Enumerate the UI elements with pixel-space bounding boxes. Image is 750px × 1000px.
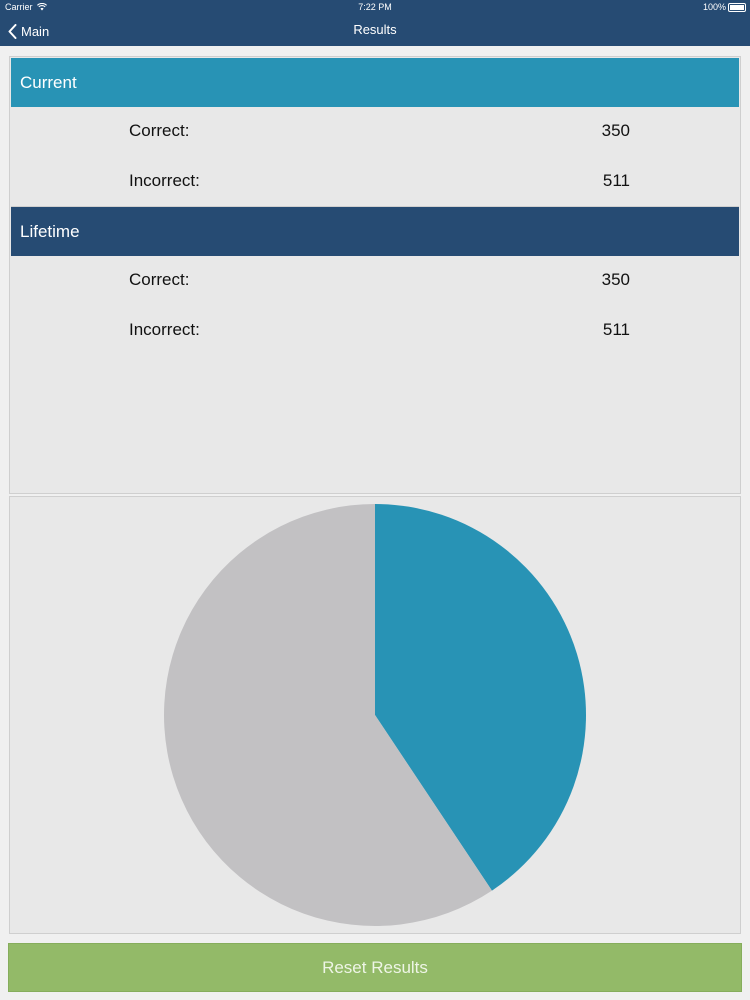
current-correct-label: Correct: [129,121,190,140]
back-button-label: Main [21,23,50,39]
pie-chart [164,504,587,926]
lifetime-incorrect-label: Incorrect: [129,320,200,339]
pie-slice-incorrect [164,504,492,926]
current-incorrect-label: Incorrect: [129,171,200,190]
lifetime-section-header: Lifetime [11,207,739,256]
back-button[interactable]: Main [8,21,49,41]
current-correct-value: 350 [601,121,630,140]
pie-slice-correct [375,504,587,891]
section-divider [11,206,739,207]
status-carrier: Carrier [5,2,47,12]
results-panel: Current Correct: 350 Incorrect: 511 Life… [9,56,741,494]
current-section-header: Current [11,58,739,107]
current-incorrect-value: 511 [602,171,630,190]
page-title: Results [353,22,397,37]
chart-panel [9,496,741,934]
lifetime-incorrect-value: 511 [602,320,630,339]
wifi-icon [36,3,47,11]
lifetime-correct-value: 350 [601,270,630,289]
chevron-left-icon [8,23,17,39]
top-bar: Carrier 7:22 PM 100% Main Results [0,0,750,46]
reset-results-button[interactable]: Reset Results [8,943,742,992]
carrier-label: Carrier [5,2,33,12]
battery-icon [728,3,746,12]
lifetime-correct-label: Correct: [129,270,190,289]
status-time: 7:22 PM [358,2,392,12]
status-battery-text: 100% [702,2,726,12]
